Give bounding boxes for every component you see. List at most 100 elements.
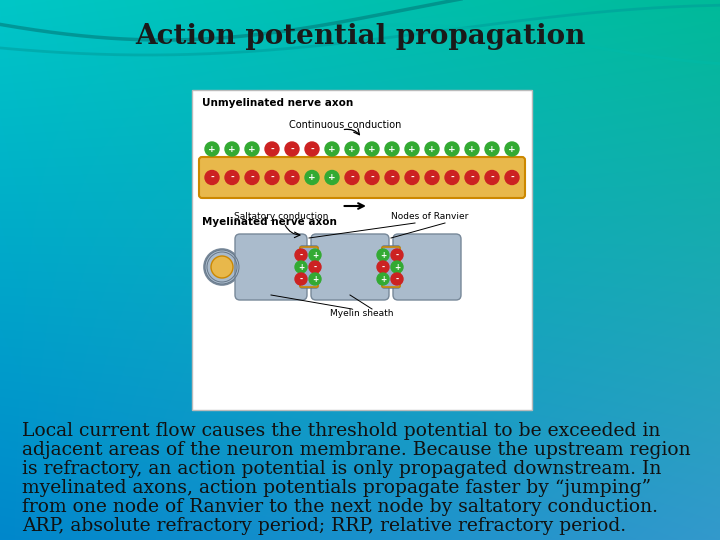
Text: -: - (470, 173, 474, 182)
Text: -: - (382, 262, 384, 272)
Text: -: - (270, 145, 274, 153)
Text: Unmyelinated nerve axon: Unmyelinated nerve axon (202, 98, 354, 108)
Text: -: - (350, 173, 354, 182)
Bar (192, 90, 532, 410)
Text: +: + (380, 274, 386, 284)
Text: Saltatory conduction: Saltatory conduction (234, 212, 328, 221)
Text: +: + (208, 145, 216, 153)
Text: is refractory, an action potential is only propagated downstream. In: is refractory, an action potential is on… (22, 460, 662, 478)
Circle shape (309, 261, 321, 273)
Text: -: - (210, 173, 214, 182)
Circle shape (385, 142, 399, 156)
Text: -: - (290, 145, 294, 153)
Circle shape (391, 249, 403, 261)
Circle shape (445, 142, 459, 156)
Circle shape (205, 171, 219, 185)
Circle shape (295, 261, 307, 273)
Circle shape (309, 249, 321, 261)
Text: -: - (490, 173, 494, 182)
Text: -: - (410, 173, 414, 182)
Circle shape (485, 171, 499, 185)
Text: -: - (370, 173, 374, 182)
Text: +: + (448, 145, 456, 153)
Text: -: - (390, 173, 394, 182)
Circle shape (365, 171, 379, 185)
Circle shape (225, 171, 239, 185)
Circle shape (265, 142, 279, 156)
Text: +: + (428, 145, 436, 153)
FancyBboxPatch shape (311, 234, 389, 300)
Circle shape (305, 142, 319, 156)
Circle shape (205, 142, 219, 156)
Text: +: + (328, 145, 336, 153)
Circle shape (204, 249, 240, 285)
Text: +: + (368, 145, 376, 153)
Text: myelinated axons, action potentials propagate faster by “jumping”: myelinated axons, action potentials prop… (22, 479, 651, 497)
Circle shape (425, 142, 439, 156)
Text: -: - (250, 173, 254, 182)
Text: -: - (290, 173, 294, 182)
Circle shape (325, 171, 339, 185)
Circle shape (325, 142, 339, 156)
Circle shape (377, 261, 389, 273)
Circle shape (385, 171, 399, 185)
Circle shape (377, 249, 389, 261)
Circle shape (405, 142, 419, 156)
Circle shape (391, 273, 403, 285)
Circle shape (285, 142, 299, 156)
FancyBboxPatch shape (382, 246, 400, 288)
Circle shape (465, 142, 479, 156)
Text: adjacent areas of the neuron membrane. Because the upstream region: adjacent areas of the neuron membrane. B… (22, 441, 690, 459)
Text: Action potential propagation: Action potential propagation (135, 24, 585, 51)
Circle shape (485, 142, 499, 156)
Circle shape (405, 171, 419, 185)
Circle shape (425, 171, 439, 185)
Text: -: - (300, 251, 302, 260)
FancyBboxPatch shape (300, 246, 318, 288)
Circle shape (245, 142, 259, 156)
Text: +: + (388, 145, 396, 153)
Text: +: + (312, 274, 318, 284)
Circle shape (285, 171, 299, 185)
Circle shape (365, 142, 379, 156)
Text: +: + (328, 173, 336, 182)
Circle shape (265, 171, 279, 185)
Text: -: - (450, 173, 454, 182)
Text: -: - (300, 274, 302, 284)
Text: +: + (408, 145, 416, 153)
Text: +: + (380, 251, 386, 260)
Circle shape (295, 249, 307, 261)
FancyBboxPatch shape (199, 157, 525, 198)
Text: Myelin sheath: Myelin sheath (330, 309, 394, 318)
Text: -: - (230, 173, 234, 182)
Circle shape (505, 171, 519, 185)
Circle shape (345, 142, 359, 156)
Circle shape (465, 171, 479, 185)
Circle shape (211, 256, 233, 278)
Text: +: + (312, 251, 318, 260)
Text: +: + (488, 145, 496, 153)
Text: +: + (298, 262, 304, 272)
Text: +: + (468, 145, 476, 153)
Text: -: - (510, 173, 514, 182)
Text: +: + (508, 145, 516, 153)
Circle shape (377, 273, 389, 285)
Circle shape (309, 273, 321, 285)
Circle shape (225, 142, 239, 156)
Text: +: + (228, 145, 236, 153)
Circle shape (445, 171, 459, 185)
Text: +: + (394, 262, 400, 272)
Text: Myelinated nerve axon: Myelinated nerve axon (202, 217, 337, 227)
Circle shape (345, 171, 359, 185)
Text: +: + (308, 173, 316, 182)
Text: from one node of Ranvier to the next node by saltatory conduction.: from one node of Ranvier to the next nod… (22, 498, 658, 516)
Text: Local current flow causes the threshold potential to be exceeded in: Local current flow causes the threshold … (22, 422, 660, 440)
Circle shape (505, 142, 519, 156)
Text: Nodes of Ranvier: Nodes of Ranvier (391, 212, 469, 221)
Text: -: - (395, 274, 399, 284)
Text: -: - (313, 262, 317, 272)
Text: +: + (348, 145, 356, 153)
Circle shape (391, 261, 403, 273)
Text: +: + (248, 145, 256, 153)
Text: ARP, absolute refractory period; RRP, relative refractory period.: ARP, absolute refractory period; RRP, re… (22, 517, 626, 535)
